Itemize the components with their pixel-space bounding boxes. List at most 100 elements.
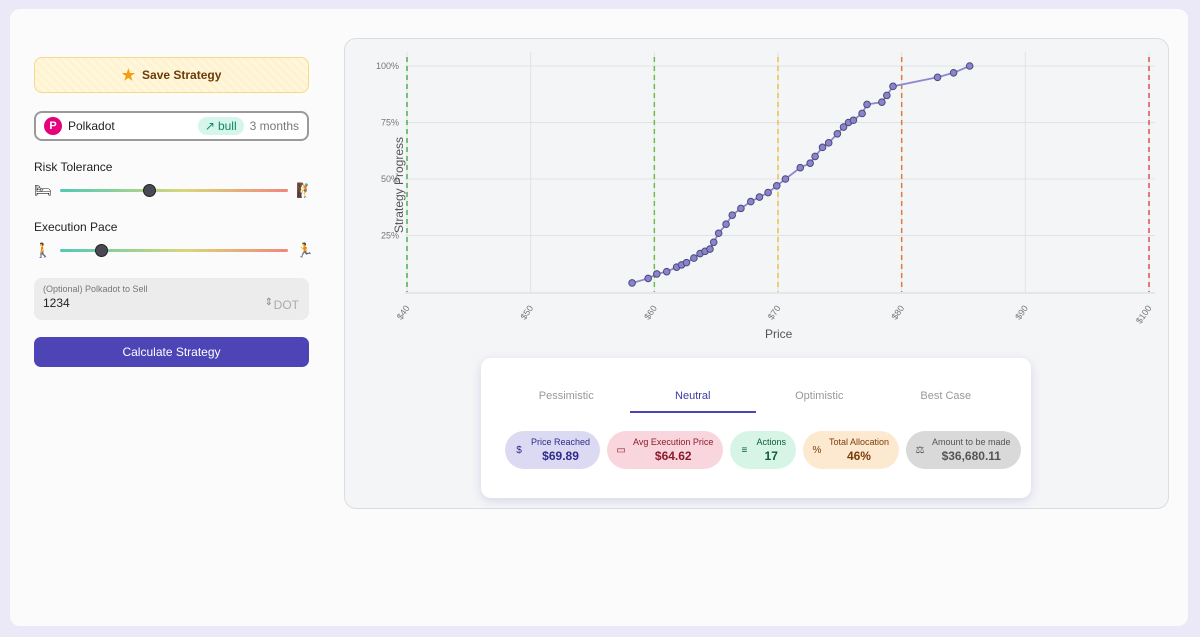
calculate-strategy-button[interactable]: Calculate Strategy — [34, 337, 309, 367]
trend-badge[interactable]: ↗ bull — [197, 117, 244, 135]
cash-icon: ▭ — [616, 444, 626, 456]
save-strategy-label: Save Strategy — [142, 68, 222, 82]
x-tick-label: $40 — [395, 303, 412, 321]
stat-label: Amount to be made — [932, 437, 1011, 447]
bed-icon: 🛏 — [34, 181, 52, 198]
data-point — [755, 193, 764, 201]
climber-icon: 🧗 — [296, 181, 314, 198]
x-axis-label: Price — [765, 327, 793, 341]
stat-actions: ≡ Actions 17 — [730, 431, 796, 469]
stat-value: $36,680.11 — [941, 449, 1001, 463]
data-point — [889, 82, 897, 91]
asset-selector[interactable]: P Polkadot ↗ bull 3 months — [34, 111, 309, 141]
scenario-tabs: Pessimistic Neutral Optimistic Best Case — [503, 390, 1009, 413]
y-tick-label: 25% — [381, 231, 399, 241]
stat-total-allocation: % Total Allocation 46% — [802, 431, 899, 469]
stat-value: 46% — [846, 449, 871, 463]
polkadot-logo-icon: P — [44, 117, 62, 135]
tab-neutral[interactable]: Neutral — [629, 390, 756, 413]
y-tick-label: 50% — [381, 174, 399, 184]
execution-pace-label: Execution Pace — [34, 220, 118, 234]
data-point — [690, 254, 698, 262]
data-point — [949, 68, 958, 77]
data-point — [653, 270, 661, 278]
execution-pace-slider[interactable]: 🚶 🏃 — [34, 241, 314, 259]
x-tick-label: $100 — [1134, 303, 1154, 325]
data-point — [728, 211, 737, 219]
tab-optimistic[interactable]: Optimistic — [795, 390, 844, 402]
treadmill-icon: 🏃 — [296, 241, 314, 258]
x-tick-label: $60 — [642, 303, 659, 321]
trend-label: bull — [217, 119, 237, 133]
dollar-circle-icon: $ — [516, 444, 522, 456]
data-point — [824, 139, 833, 147]
list-icon: ≡ — [741, 444, 748, 456]
strategy-chart: $40 $50 $60 $70 $80 $90 $100 25% 50% 75% 100% — [376, 52, 1155, 326]
stat-value: 17 — [764, 449, 778, 463]
data-point — [858, 109, 866, 118]
pace-slider-thumb[interactable] — [95, 243, 109, 257]
x-tick-label: $50 — [518, 303, 535, 321]
tab-pessimistic[interactable]: Pessimistic — [538, 390, 594, 402]
data-point — [662, 267, 671, 276]
save-strategy-button[interactable]: ★ Save Strategy — [34, 57, 309, 93]
period-label[interactable]: 3 months — [249, 119, 299, 133]
series-line — [631, 65, 971, 284]
data-point — [933, 73, 942, 82]
stat-label: Actions — [756, 437, 786, 447]
risk-tolerance-slider[interactable]: 🛏 🧗 — [34, 181, 314, 199]
risk-tolerance-label: Risk Tolerance — [34, 160, 113, 174]
stat-amount-to-be-made: ⚖ Amount to be made $36,680.11 — [906, 431, 1021, 469]
percent-circle-icon: % — [812, 444, 822, 456]
stats-row: $ Price Reached $69.89 ▭ Avg Execution Pr… — [505, 431, 1021, 469]
data-point — [965, 62, 974, 70]
risk-track[interactable] — [60, 183, 288, 197]
sell-unit: DOT — [273, 298, 299, 312]
data-point — [644, 274, 652, 283]
results-card — [481, 358, 1031, 498]
sell-amount-placeholder: (Optional) Polkadot to Sell — [43, 284, 148, 294]
x-tick-label: $70 — [766, 303, 783, 321]
data-point — [796, 163, 805, 172]
risk-slider-thumb[interactable] — [142, 183, 156, 197]
stepper-icon[interactable]: ⇕ — [264, 297, 273, 308]
y-axis-label: Strategy Progress — [392, 136, 407, 234]
data-point — [772, 181, 781, 190]
data-point — [818, 143, 827, 152]
data-point — [781, 175, 790, 183]
data-point — [806, 159, 814, 167]
y-tick-label: 100% — [376, 61, 399, 71]
stat-label: Total Allocation — [828, 437, 889, 447]
stat-value: $69.89 — [542, 449, 579, 463]
sell-amount-value[interactable]: 1234 — [43, 296, 70, 310]
stat-price-reached: $ Price Reached $69.89 — [505, 431, 601, 469]
stat-value: $64.62 — [654, 449, 692, 463]
data-point — [833, 130, 842, 138]
data-point — [709, 238, 718, 247]
data-point — [764, 188, 772, 197]
tab-best-case[interactable]: Best Case — [920, 390, 972, 402]
data-point — [722, 220, 730, 228]
y-tick-label: 75% — [381, 118, 399, 128]
x-tick-label: $90 — [1013, 303, 1030, 321]
pace-track[interactable] — [60, 243, 288, 257]
data-point — [706, 245, 714, 253]
data-point — [746, 197, 755, 206]
sell-amount-field[interactable]: (Optional) Polkadot to Sell 1234 ⇕ DOT — [34, 278, 309, 320]
data-point — [849, 116, 858, 125]
data-point — [811, 152, 819, 161]
data-point — [883, 91, 891, 100]
data-point — [878, 98, 886, 106]
data-point — [839, 123, 848, 131]
asset-name: Polkadot — [68, 119, 115, 133]
stat-label: Price Reached — [531, 437, 591, 447]
trending-up-icon: ↗ — [204, 119, 215, 133]
data-point — [714, 229, 723, 238]
stat-label: Avg Execution Price — [633, 437, 714, 447]
x-tick-label: $80 — [889, 303, 906, 321]
data-point — [863, 100, 871, 109]
scale-icon: ⚖ — [915, 444, 925, 456]
data-point — [737, 204, 745, 213]
data-point — [628, 279, 636, 287]
data-point — [682, 258, 691, 267]
